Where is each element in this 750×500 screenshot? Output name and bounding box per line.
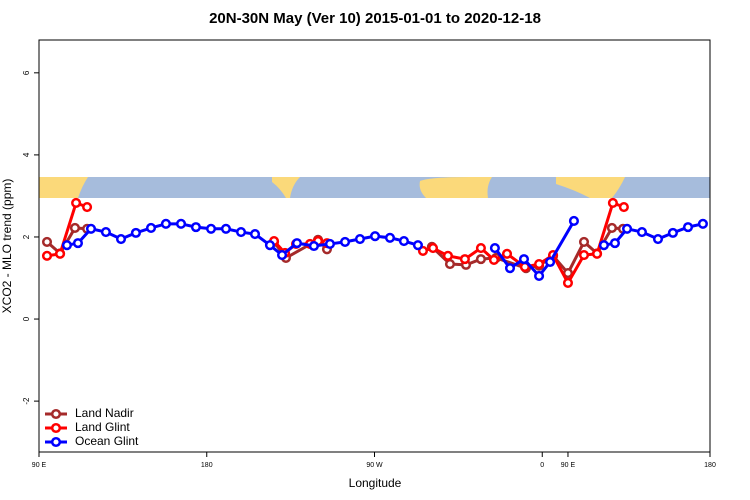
point [606,222,618,233]
point [618,201,629,213]
map-strip [39,177,710,198]
point [235,226,247,238]
point [205,223,217,234]
point [489,243,500,254]
point [412,240,423,251]
y-tick-label: 6 [22,70,31,75]
point [55,248,66,259]
point [607,197,618,208]
point [591,248,603,259]
point [61,240,73,251]
point [72,238,84,249]
point [442,250,453,261]
point [652,233,664,245]
point [264,240,275,251]
point [609,238,620,249]
point [100,226,111,238]
point [568,215,579,227]
point [427,243,439,254]
point [697,218,708,229]
legend-marker [50,436,62,448]
point [160,218,171,229]
point [488,254,500,266]
point [71,197,82,208]
x-tick-label: 0 [540,462,544,469]
point [562,277,574,288]
point [82,201,93,213]
point [398,236,409,247]
x-tick-label: 90 E [561,462,576,469]
point [41,250,53,261]
x-axis-label: Longitude [349,476,402,490]
point [622,223,633,234]
point [370,231,381,242]
point [518,254,530,265]
chart-title: 20N-30N May (Ver 10) 2015-01-01 to 2020-… [209,10,541,27]
point [578,236,590,247]
x-tick-label: 180 [201,462,213,469]
point [277,249,288,261]
legend-label: Land Glint [75,420,130,434]
point [324,238,336,249]
point [384,232,396,243]
point [444,259,456,270]
legend-label: Ocean Glint [75,434,139,448]
y-tick-label: -2 [22,397,31,405]
point [475,254,486,265]
point [354,233,366,245]
point [534,259,545,270]
point [85,223,97,234]
point [175,218,187,229]
point [682,222,694,233]
point [534,270,545,282]
legend-marker [50,422,62,434]
point [190,222,201,233]
point [667,227,678,238]
point [69,222,81,233]
x-tick-label: 90 W [366,462,383,469]
point [578,249,590,261]
point [545,256,556,268]
point [598,240,609,251]
point [130,227,141,238]
point [115,233,127,245]
point [291,238,303,249]
y-axis-label: XCO2 - MLO trend (ppm) [0,179,14,314]
y-tick-label: 2 [22,234,31,239]
legend-label: Land Nadir [75,406,134,420]
plot-frame [38,39,711,453]
point [41,236,53,247]
x-tick-label: 180 [704,462,716,469]
point [340,236,351,247]
x-tick-label: 90 E [32,462,47,469]
legend-marker [50,408,62,420]
point [145,222,157,233]
point [220,223,231,234]
point [249,229,261,240]
point [636,226,648,238]
point [475,243,486,254]
point [459,254,470,265]
y-tick-label: 4 [22,152,31,157]
y-tick-label: 0 [22,316,31,321]
point [504,263,516,274]
point [308,240,319,252]
point [501,248,513,259]
